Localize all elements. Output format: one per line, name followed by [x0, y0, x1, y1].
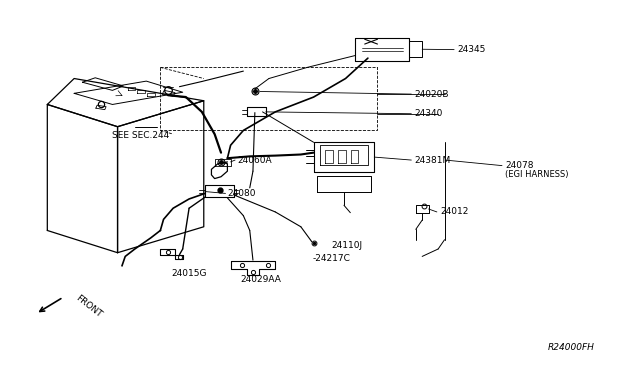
Text: 24345: 24345 [458, 45, 486, 54]
Text: SEE SEC.244: SEE SEC.244 [113, 131, 170, 141]
Text: 24029AA: 24029AA [240, 275, 281, 284]
Text: 24012: 24012 [440, 208, 468, 217]
Text: 24078: 24078 [505, 161, 534, 170]
Text: 24060A: 24060A [237, 155, 271, 164]
Text: 24110J: 24110J [332, 241, 363, 250]
Text: 24015G: 24015G [172, 269, 207, 278]
Text: 24020B: 24020B [415, 90, 449, 99]
Text: 24080: 24080 [227, 189, 256, 198]
Text: 24340: 24340 [415, 109, 443, 118]
Text: (EGI HARNESS): (EGI HARNESS) [505, 170, 569, 179]
Text: FRONT: FRONT [74, 294, 104, 320]
Text: R24000FH: R24000FH [548, 343, 595, 352]
Text: 24381M: 24381M [415, 155, 451, 164]
Text: -24217C: -24217C [312, 254, 350, 263]
